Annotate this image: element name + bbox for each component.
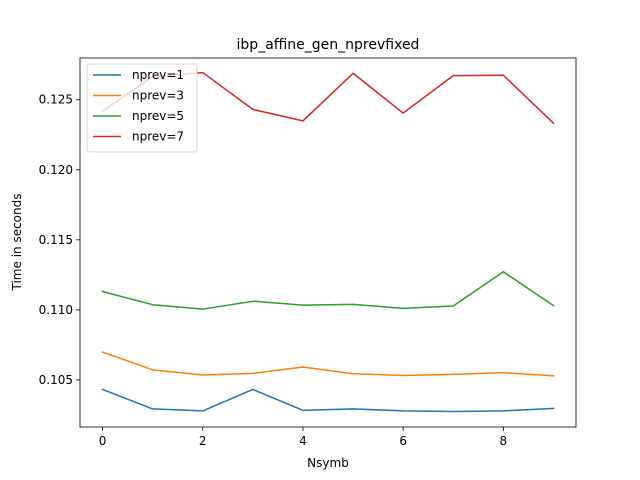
legend-label: nprev=5 <box>132 109 184 123</box>
x-tick-label: 8 <box>500 434 508 448</box>
x-tick-label: 0 <box>99 434 107 448</box>
plot-frame <box>79 57 577 428</box>
legend-label: nprev=3 <box>132 89 184 103</box>
y-axis-ticks: 0.105 0.110 0.115 0.120 0.125 <box>39 93 80 387</box>
series-line-nprev-5 <box>101 271 555 310</box>
legend-label: nprev=7 <box>132 130 184 144</box>
x-tick-label: 2 <box>199 434 207 448</box>
y-tick-label: 0.120 <box>39 163 73 177</box>
y-tick-label: 0.115 <box>39 233 73 247</box>
y-tick-label: 0.105 <box>39 373 73 387</box>
x-axis-label: Nsymb <box>307 456 349 470</box>
x-tick-label: 6 <box>399 434 407 448</box>
y-tick-label: 0.110 <box>39 303 73 317</box>
chart-title: ibp_affine_gen_nprevfixed <box>237 37 420 53</box>
legend-label: nprev=1 <box>132 68 184 82</box>
legend-box <box>86 63 198 153</box>
y-axis-label: Time in seconds <box>10 194 24 292</box>
x-tick-label: 4 <box>299 434 307 448</box>
y-tick-label: 0.125 <box>39 93 73 107</box>
x-axis-ticks: 0 2 4 6 8 <box>99 427 507 448</box>
legend: nprev=1 nprev=3 nprev=5 nprev=7 <box>86 63 198 153</box>
series-line-nprev-1 <box>101 388 555 413</box>
series-line-nprev-3 <box>101 351 555 377</box>
